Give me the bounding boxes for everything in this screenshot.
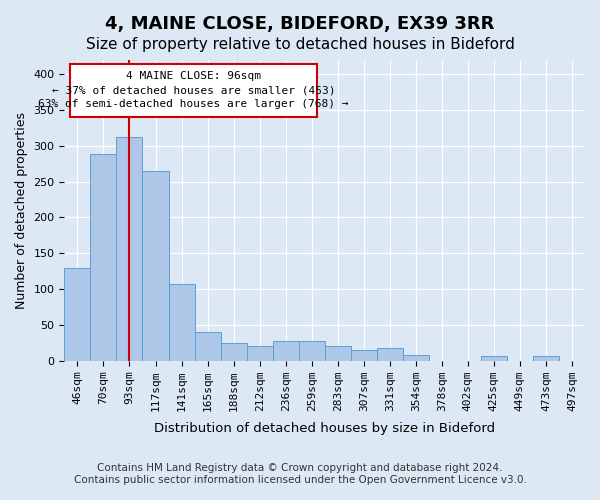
- Bar: [299, 342, 325, 360]
- Text: 4 MAINE CLOSE: 96sqm: 4 MAINE CLOSE: 96sqm: [126, 70, 261, 81]
- Bar: [377, 348, 403, 360]
- Text: Size of property relative to detached houses in Bideford: Size of property relative to detached ho…: [86, 38, 514, 52]
- Bar: [481, 356, 507, 360]
- Bar: [194, 332, 221, 360]
- Text: Contains HM Land Registry data © Crown copyright and database right 2024.
Contai: Contains HM Land Registry data © Crown c…: [74, 464, 526, 485]
- Bar: [142, 171, 169, 360]
- Text: 4, MAINE CLOSE, BIDEFORD, EX39 3RR: 4, MAINE CLOSE, BIDEFORD, EX39 3RR: [106, 15, 494, 33]
- Bar: [272, 342, 299, 360]
- Text: 63% of semi-detached houses are larger (768) →: 63% of semi-detached houses are larger (…: [38, 100, 349, 110]
- Bar: [64, 268, 91, 360]
- Y-axis label: Number of detached properties: Number of detached properties: [15, 112, 28, 309]
- Bar: [351, 350, 377, 360]
- Bar: [533, 356, 559, 360]
- Bar: [221, 343, 247, 360]
- FancyBboxPatch shape: [70, 64, 317, 118]
- Bar: [247, 346, 272, 360]
- X-axis label: Distribution of detached houses by size in Bideford: Distribution of detached houses by size …: [154, 422, 495, 435]
- Bar: [403, 355, 429, 360]
- Text: ← 37% of detached houses are smaller (453): ← 37% of detached houses are smaller (45…: [52, 85, 335, 95]
- Bar: [169, 284, 194, 360]
- Bar: [325, 346, 351, 360]
- Bar: [91, 154, 116, 360]
- Bar: [116, 136, 142, 360]
